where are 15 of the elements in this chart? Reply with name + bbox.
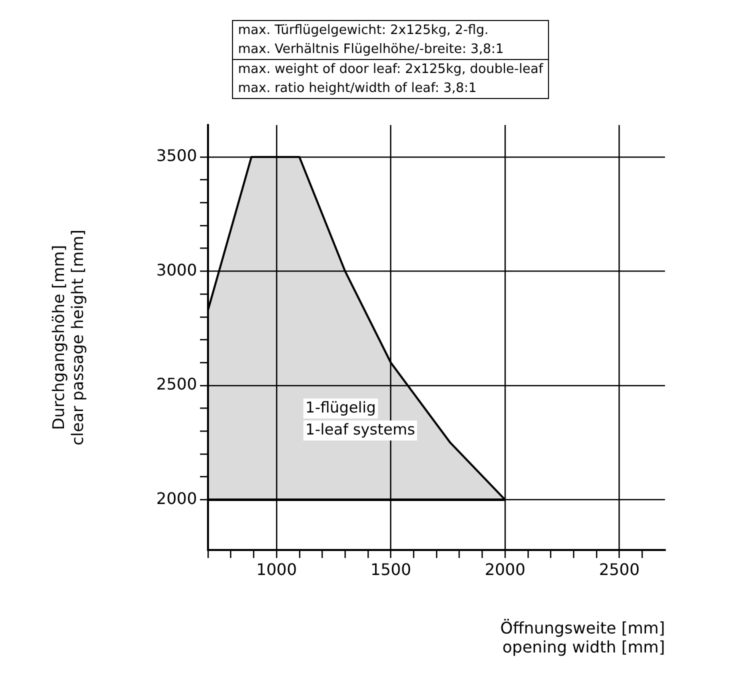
text: max. Verhältnis Flügelhöhe/-breite: 3,8:1 — [233, 40, 548, 60]
x-tick-label: 1000 — [256, 560, 297, 579]
y-tick-label: 2500 — [156, 374, 197, 394]
text: max. ratio height/width of leaf: 3,8:1 — [237, 80, 478, 98]
x-tick-label: 1500 — [370, 560, 412, 579]
x-tick-label: 2000 — [484, 560, 526, 579]
series-label: 1-flügelig 1-leaf systems — [305, 398, 416, 438]
x-tick-label: 2500 — [598, 560, 640, 579]
text: max. Türflügelgewicht: 2x125kg, 2-flg. — [237, 22, 490, 40]
y-tick-label: 3500 — [156, 146, 197, 166]
y-tick-label: 3000 — [156, 260, 197, 280]
y-axis-title: Durchgangshöhe [mm] clear passage height [mm] — [48, 230, 87, 446]
text: max. weight of door leaf: 2x125kg, double-leaf — [237, 61, 544, 79]
y-tick-label: 2000 — [156, 488, 197, 508]
x-axis-title: Öffnungsweite [mm] opening width [mm] — [500, 618, 665, 657]
